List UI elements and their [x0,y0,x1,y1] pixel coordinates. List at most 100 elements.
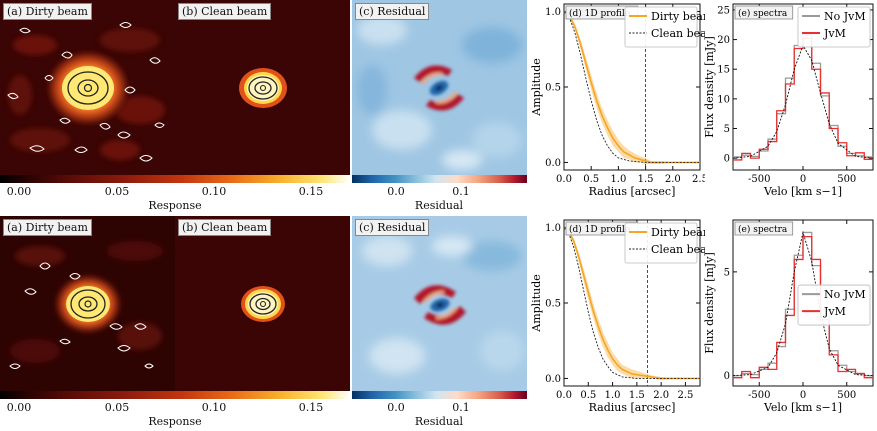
y-tick-label: 5 [724,124,730,135]
chart-title: (d) 1D profile [569,224,630,235]
legend: Dirty beam Clean beam [624,6,705,48]
x-tick-label: 0 [800,174,806,185]
y-axis-label: Amplitude [530,58,543,117]
legend-label: Dirty beam [651,226,705,239]
residual-tick: 0.0 [387,401,405,414]
y-axis-label: Amplitude [530,274,543,333]
response-tick: 0.15 [298,401,324,414]
legend-label: Clean beam [651,243,705,256]
x-tick-label: -500 [748,174,770,185]
x-axis-label: Radius [arcsec] [589,401,676,414]
dirty-beam-map: (a) Dirty beam [0,216,175,391]
chart-title-bg [734,5,794,20]
x-tick-label: 2.0 [653,390,669,401]
response-tick: 0.10 [201,185,227,198]
response-tick: 0.15 [298,185,324,198]
spectra-chart-1: -500 0 500 0 5 10 15 20 25 Velo [km s−1] Flux dens… [703,3,874,198]
legend-label: Dirty beam [651,10,705,23]
legend-label: JvM [823,305,846,318]
x-tick-label: 1.0 [605,390,621,401]
y-tick-label: 25 [717,5,730,16]
clean-beam-image [175,216,350,391]
response-tick: 0.05 [104,185,130,198]
series-line-clean-beam [563,11,700,163]
residual-title: Residual [414,415,464,428]
map-label: (c) Residual [355,3,430,20]
residual-tick: 0.1 [452,185,470,198]
response-colorbar [0,391,350,399]
figure-row-1: (a) Dirty beam (b) Clean beam [0,0,877,215]
y-tick-label: 5 [724,267,730,278]
series-line-jvm [733,235,873,379]
y-axis-label: Flux density [mJy] [703,36,716,138]
residual-map: (c) Residual [352,0,527,175]
x-tick-label: 2.5 [677,390,693,401]
y-tick-label: 0 [724,154,730,165]
legend: No JvM JvM [797,6,871,48]
x-tick-label: 1.5 [638,174,654,185]
map-label: (b) Clean beam [178,219,272,236]
series-line-dirty-beam [563,226,700,380]
dirty-beam-map: (a) Dirty beam [0,0,175,175]
spectra-chart-2: -500 0 500 0 5 Velo [km s−1] Flux density [mJy… [703,219,874,414]
residual-title: Residual [414,199,464,212]
residual-image [352,216,527,391]
dirty-beam-image [0,0,175,175]
residual-image [352,0,527,175]
x-tick-label: -500 [748,390,770,401]
x-tick-label: 500 [837,390,856,401]
y-tick-label: 1.0 [545,223,561,234]
chart-title-box: (e) spectra [734,5,794,20]
x-axis-label: Velo [km s−1] [763,185,842,198]
x-tick-label: 0.0 [556,174,572,185]
residual-colorbar [352,175,527,183]
residual-tick: 0.1 [452,401,470,414]
response-title: Response [148,199,202,212]
x-tick-label: 0.0 [556,390,572,401]
residual-tick: 0.0 [387,185,405,198]
clean-beam-image [175,0,350,175]
legend-label: JvM [823,27,846,40]
chart-title-bg [734,221,794,236]
legend-label: No JvM [824,10,866,23]
y-tick-label: 0 [724,371,730,382]
y-tick-label: 20 [717,35,730,46]
response-tick: 0.05 [104,401,130,414]
model-fit-line [732,230,874,377]
x-tick-label: 2.5 [692,174,705,185]
x-tick-label: 1.0 [610,174,626,185]
clean-beam-map: (b) Clean beam [175,0,350,175]
y-tick-label: 1.0 [545,7,561,18]
x-tick-label: 0.5 [580,390,596,401]
chart-title: (e) spectra [738,8,788,19]
legend-box [797,284,871,326]
response-colorbar [0,175,350,183]
y-tick-label: 15 [717,65,730,76]
beam-maps-2: (a) Dirty beam (b) Clean beam [0,216,530,431]
residual-colorbar [352,391,527,399]
response-tick: 0.10 [201,401,227,414]
x-axis-label: Radius [arcsec] [589,185,676,198]
legend-label: Clean beam [651,27,705,40]
legend: Dirty beam Clean beam [624,222,705,264]
dirty-beam-image [0,216,175,391]
x-tick-label: 500 [837,174,856,185]
y-tick-label: 0.0 [545,374,561,385]
residual-map: (c) Residual [352,216,527,391]
y-tick-label: 0.5 [545,83,561,94]
series-line-clean-beam [563,227,700,379]
response-tick: 0.00 [6,401,32,414]
y-tick-label: 0.5 [545,299,561,310]
series-band [564,11,700,164]
chart-title: (d) 1D profile [569,8,630,19]
chart-title: (e) spectra [738,224,788,235]
legend: No JvM JvM [797,284,871,326]
x-tick-label: 0 [800,390,806,401]
map-label: (b) Clean beam [178,3,272,20]
map-label: (a) Dirty beam [3,3,92,20]
x-tick-label: 2.0 [665,174,681,185]
x-tick-label: 1.5 [629,390,645,401]
chart-title-box: (e) spectra [734,221,794,236]
